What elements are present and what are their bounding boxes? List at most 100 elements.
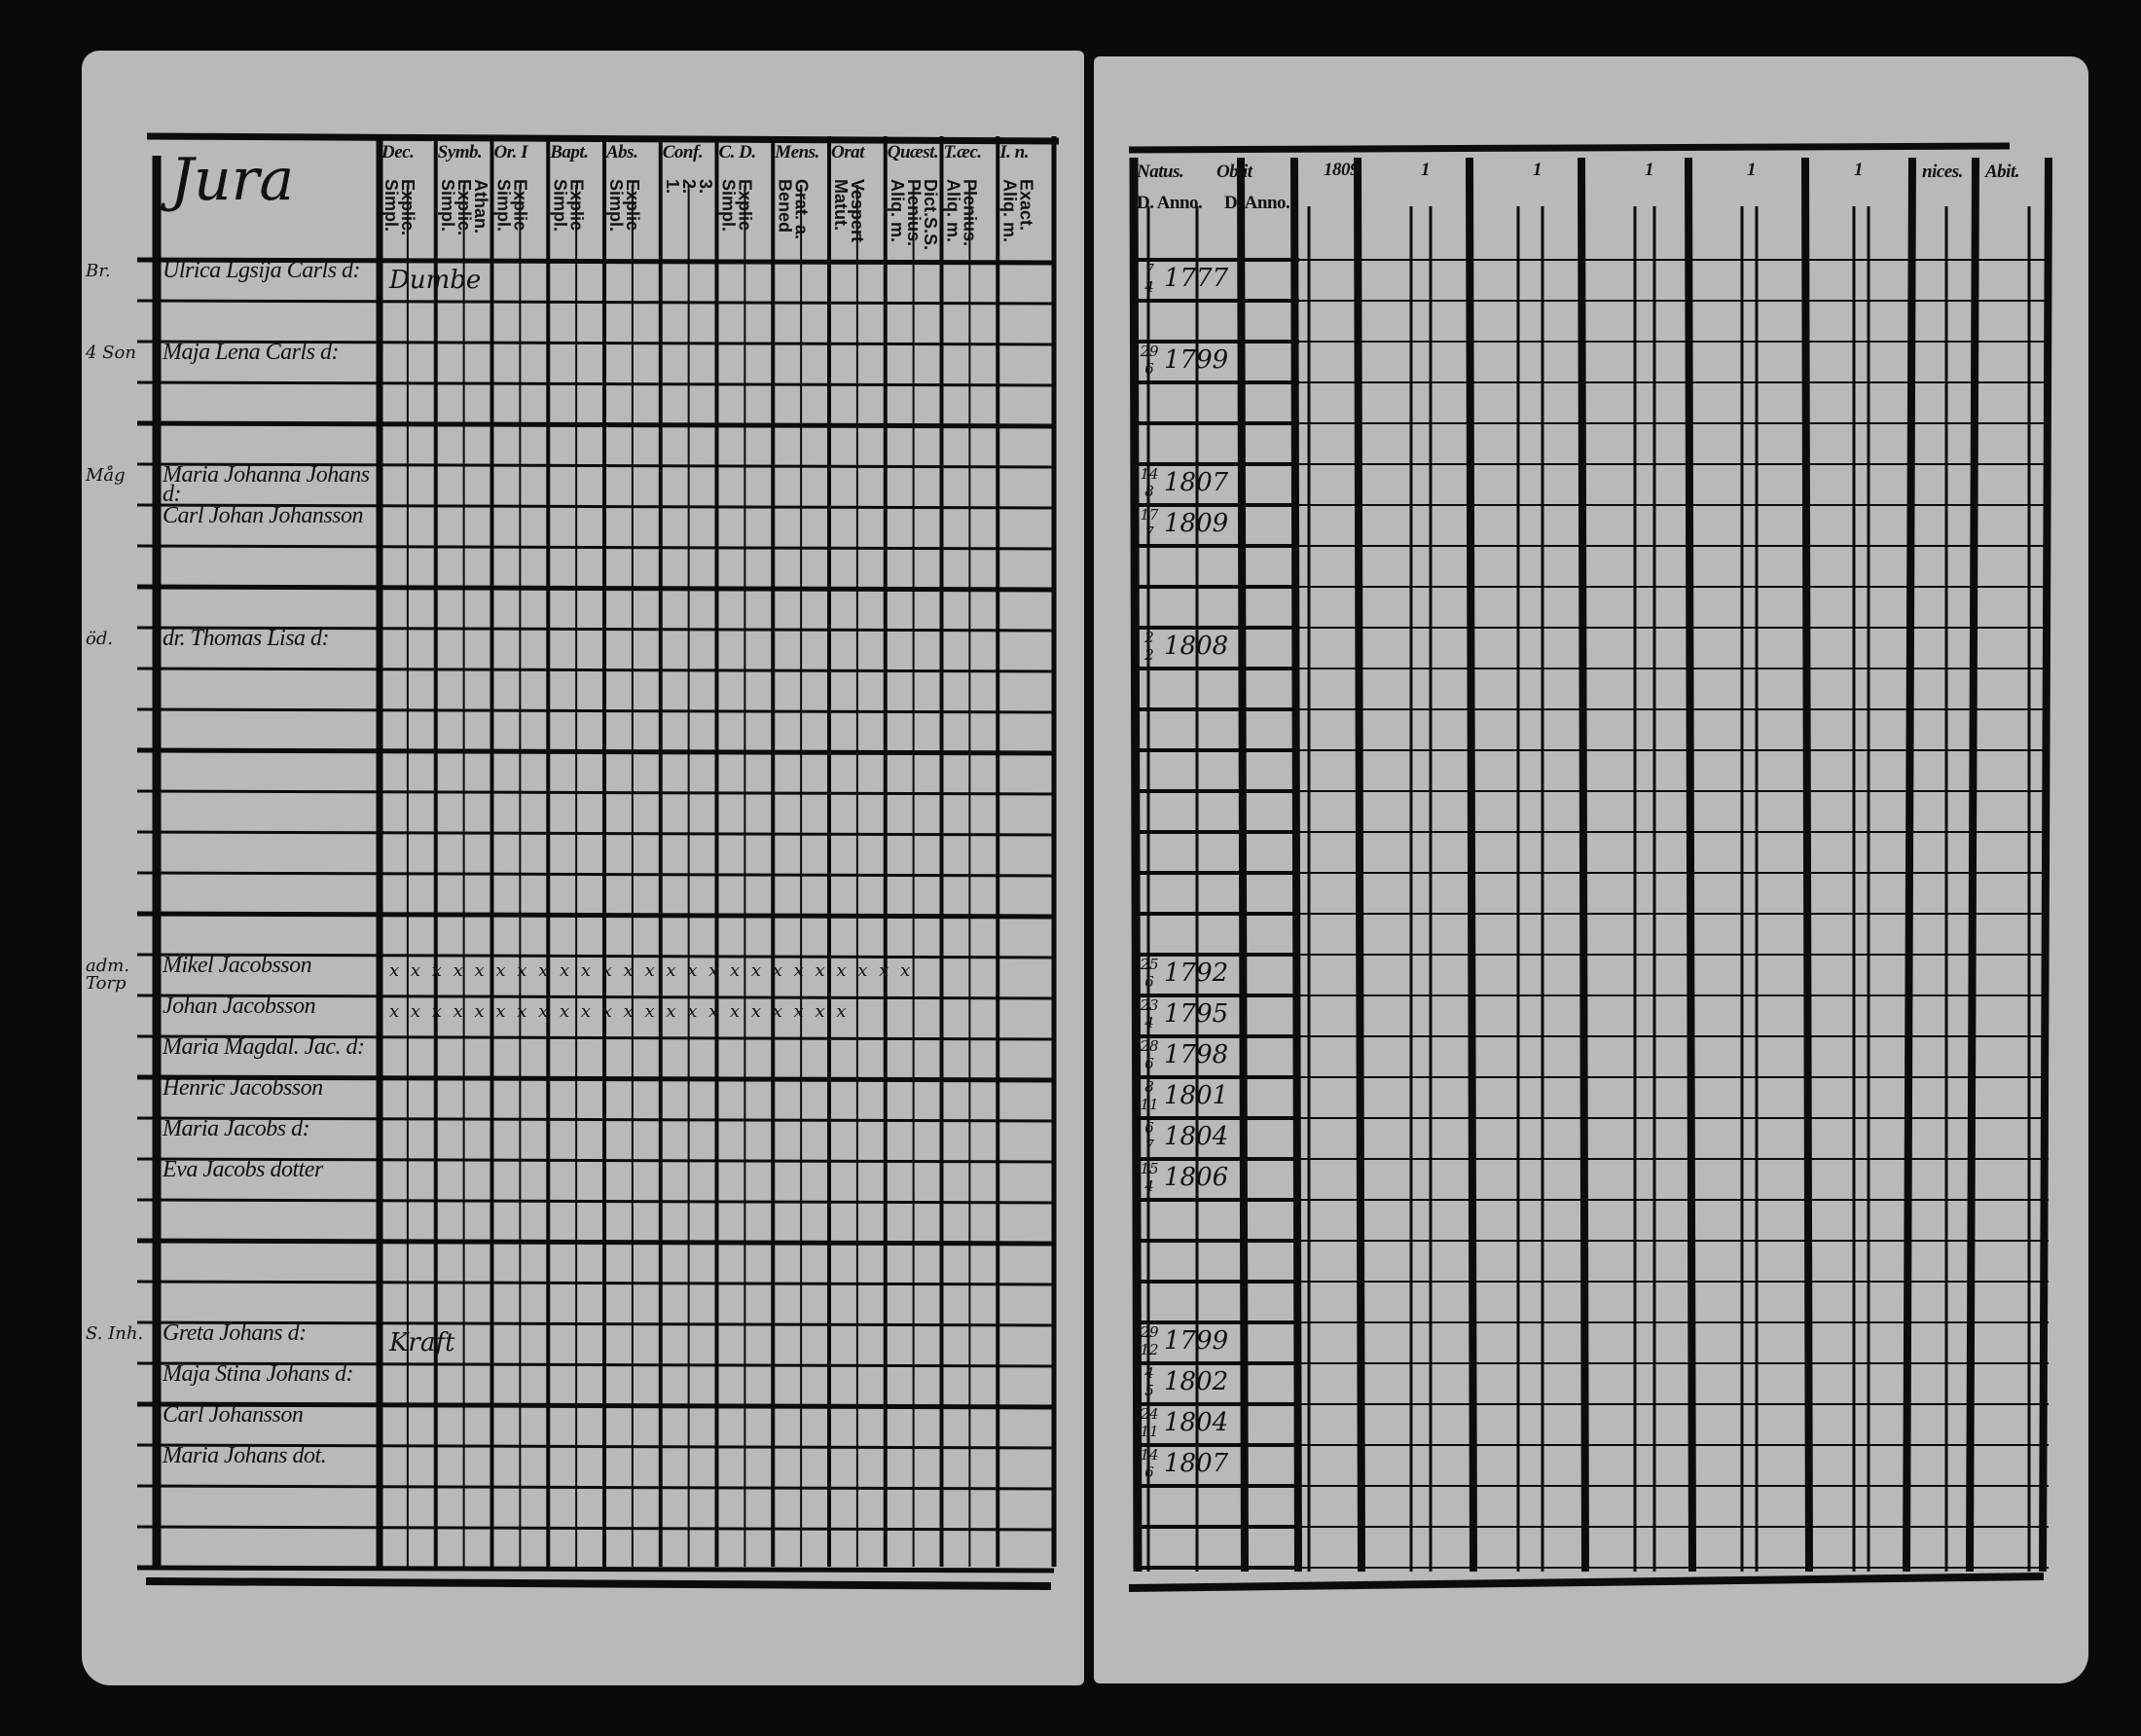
row-rule [136,830,1055,837]
row-rule [136,953,1055,959]
birth-year: 1801 [1164,1081,1229,1110]
entry-mark: x x x x x x x x x x x x x x x x x x x x … [389,960,914,981]
row-rule [136,462,1055,469]
year-header: 1 [1421,160,1431,180]
birth-month: 7 [1144,524,1154,541]
thick-column-rule [1966,157,1979,1573]
entry-margin-note: S. Inh. [86,1323,144,1344]
entry-name: Johan Jacobsson [163,994,316,1019]
entry-name: Maria Jacobs d: [163,1116,310,1141]
column-header: Or. I [493,142,528,163]
column-subheader: Explic Simpl. [606,179,642,233]
column-subheader: Explic Simpl. [493,179,530,233]
entry-name: Mikel Jacobsson [163,953,312,978]
birth-month: 5 [1144,1382,1154,1399]
column-header: C. D. [718,142,757,163]
row-rule [136,1565,1055,1573]
column-header: Quæst. [887,142,939,163]
row-rule [136,626,1055,633]
column-subheader: Vespert Matut. [831,179,867,243]
obiit-header: Obiit [1216,162,1252,182]
entry-name: Ulrica Lgsija Carls d: [163,258,361,283]
row-rule [136,584,1055,593]
row-rule [136,1484,1055,1491]
birth-month: 7 [1144,1137,1154,1154]
birth-year: 1804 [1164,1408,1229,1437]
birth-month: 6 [1144,1055,1154,1072]
thick-column-rule [1129,157,1143,1573]
birth-day: 7 [1144,261,1154,278]
row-rule [136,1443,1055,1450]
row-rule [136,1238,1055,1247]
row-rule [136,257,1055,266]
row-rule [136,911,1055,920]
birth-month: 11 [1140,1096,1159,1113]
row-rule [136,1361,1055,1368]
column-subheader: Athan. Explic. Simpl. [437,179,490,236]
row-rule [136,994,1055,1000]
year-header: 1 [1747,160,1757,180]
column-header: Dec. [381,142,415,163]
birth-day: 15 [1140,1160,1159,1177]
birth-month: 4 [1144,278,1154,296]
thick-column-rule [1354,157,1365,1573]
bottom-rule-right [1128,1573,2045,1592]
birth-year: 1798 [1164,1040,1229,1069]
entry-name: Maria Johans dot. [163,1443,327,1468]
row-rule [136,420,1055,429]
birth-day: 17 [1140,506,1159,524]
birth-day: 28 [1140,1037,1159,1055]
year-header: 1 [1645,160,1654,180]
birth-day: 25 [1140,956,1159,973]
row-rule [136,789,1055,796]
column-subheader: Explic. Simpl. [381,179,417,236]
column-subheader: Exact. Aliq. m. [999,179,1036,243]
birth-year: 1808 [1164,632,1229,661]
right-page [1094,56,2088,1683]
thick-column-rule [1237,157,1249,1573]
entry-name: Eva Jacobs dotter [163,1157,323,1182]
birth-month: 6 [1144,973,1154,991]
parish-title: Jura [170,146,295,214]
row-rule [136,1401,1055,1410]
birth-year: 1795 [1164,999,1229,1029]
birth-day: 6 [1144,1119,1154,1137]
row-rule [136,503,1055,510]
row-rule [136,544,1055,551]
row-rule [136,1320,1055,1327]
birth-year: 1806 [1164,1163,1229,1192]
column-subheader: Explic Simpl. [718,179,755,233]
birth-year: 1807 [1164,468,1229,497]
row-rule [136,340,1055,346]
birth-day: 2 [1144,629,1154,646]
birth-month: 6 [1144,1464,1154,1481]
birth-day: 29 [1140,1323,1159,1341]
column-subheader: Grat. a. Bened [775,179,812,240]
birth-month: 8 [1144,483,1154,500]
year-header: 1 [1533,160,1542,180]
row-rule [136,707,1055,714]
obiit-d-anno: D. Anno. [1224,193,1290,213]
thick-column-rule [1578,157,1589,1573]
entry-name: Maria Magdal. Jac. d: [163,1034,365,1060]
birth-month: 2 [1144,646,1154,664]
row-rule [136,1157,1055,1164]
row-rule [136,667,1055,673]
birth-month: 4 [1144,1177,1154,1195]
column-subheader: 3. 2. 1. [662,179,715,195]
birth-day: 29 [1140,343,1159,360]
birth-day: 14 [1140,1446,1159,1464]
entry-margin-note: Br. [86,261,111,281]
birth-year: 1799 [1164,1326,1229,1356]
column-header: Conf. [662,142,704,163]
year-header: 1809 [1324,160,1360,180]
row-rule [136,1074,1055,1083]
column-header: Symb. [437,142,483,163]
thick-column-rule [1685,157,1696,1573]
birth-month: 11 [1140,1423,1159,1440]
birth-day: 24 [1140,1405,1159,1423]
nices-header: nices. [1922,162,1963,182]
column-header: I. n. [999,142,1029,163]
thick-column-rule [1290,157,1302,1573]
